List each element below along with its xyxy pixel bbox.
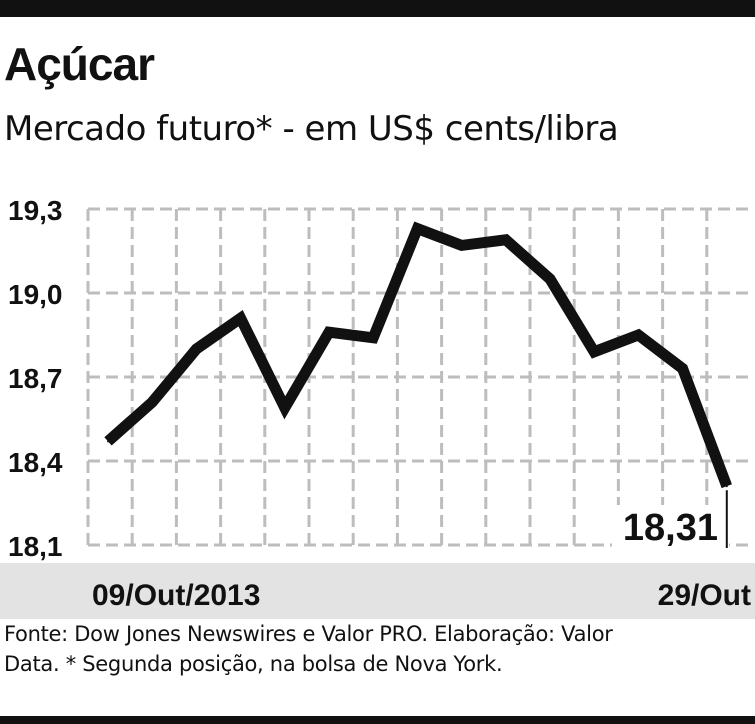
- source-line-1: Fonte: Dow Jones Newswires e Valor PRO. …: [4, 622, 613, 646]
- source-note: Fonte: Dow Jones Newswires e Valor PRO. …: [4, 619, 749, 679]
- data-point: [637, 334, 640, 336]
- data-point: [593, 350, 596, 353]
- top-rule: [0, 0, 755, 17]
- data-point: [725, 485, 728, 488]
- series-layer: [104, 221, 732, 489]
- data-point: [283, 406, 286, 409]
- y-tick-label: 19,0: [8, 279, 63, 310]
- data-point: [328, 331, 330, 334]
- last-value-callout: 18,31: [612, 490, 729, 549]
- data-point: [504, 238, 507, 241]
- chart-title: Açúcar: [4, 38, 155, 90]
- line-chart: 18,118,418,719,019,3 09/Out/2013 29/Out …: [8, 195, 751, 612]
- last-value-label: 18,31: [623, 507, 718, 549]
- y-tick-label: 18,7: [8, 363, 63, 394]
- data-point: [107, 440, 109, 443]
- data-point: [239, 317, 242, 320]
- x-start-label: 09/Out/2013: [92, 579, 260, 612]
- data-point: [681, 367, 684, 370]
- y-tick-label: 18,4: [8, 447, 63, 478]
- series-line: [104, 221, 732, 489]
- source-line-2: Data. * Segunda posição, na bolsa de Nov…: [4, 652, 503, 676]
- x-axis-labels: 09/Out/2013 29/Out: [92, 579, 751, 612]
- y-tick-label: 18,1: [8, 531, 63, 562]
- callout-background: [612, 505, 729, 547]
- x-end-label: 29/Out: [658, 579, 751, 612]
- chart-subtitle: Mercado futuro* - em US$ cents/libra: [4, 109, 619, 149]
- horizontal-gridlines: [88, 207, 748, 547]
- data-point: [195, 348, 198, 350]
- data-point: [372, 336, 375, 339]
- data-point: [151, 401, 154, 404]
- data-point: [416, 227, 419, 230]
- x-axis-band: [0, 563, 755, 619]
- bottom-rule: [0, 716, 755, 724]
- y-axis-tick-labels: 18,1 18,4 18,7 19,0 19,3: [8, 195, 63, 562]
- y-tick-label: 19,3: [8, 195, 63, 226]
- data-point: [549, 278, 551, 280]
- data-point: [460, 244, 463, 247]
